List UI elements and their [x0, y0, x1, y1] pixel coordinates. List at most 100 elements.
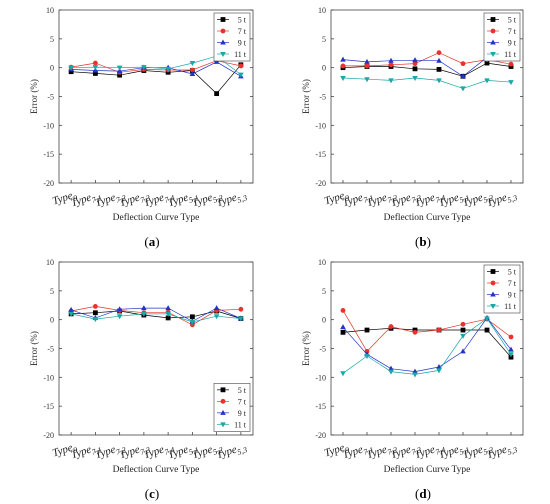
- data-point: [484, 316, 490, 322]
- data-point: [92, 317, 99, 323]
- series-line: [342, 62, 512, 77]
- legend-swatch-marker: [490, 269, 496, 274]
- y-tick-label: -15: [43, 402, 54, 411]
- data-point: [340, 324, 346, 330]
- data-point: [508, 80, 514, 86]
- data-point: [388, 57, 394, 63]
- y-tick-label: 10: [318, 6, 326, 15]
- x-tick-label: Type5,3: [485, 440, 518, 463]
- series-line: [342, 317, 512, 372]
- data-point: [68, 69, 74, 75]
- data-point: [189, 61, 196, 67]
- data-point: [508, 346, 514, 352]
- panel-caption: (a): [144, 234, 159, 249]
- legend-label: 5 t: [508, 16, 517, 25]
- legend-label: 5 t: [238, 16, 247, 25]
- data-point: [412, 329, 418, 335]
- data-point: [189, 71, 196, 77]
- panel-a: -20-15-10-50510Type9Type7,1Type7,2Type7,…: [29, 6, 254, 249]
- data-point: [508, 352, 514, 358]
- data-point: [508, 334, 514, 340]
- data-point: [68, 65, 74, 71]
- series-line: [342, 310, 512, 352]
- series-line: [71, 313, 241, 323]
- legend-box: [483, 264, 521, 314]
- data-point: [436, 368, 442, 374]
- x-axis-label: Deflection Curve Type: [113, 212, 200, 223]
- legend-swatch-marker: [490, 28, 496, 34]
- y-tick-label: 5: [50, 35, 54, 44]
- data-point: [116, 314, 123, 320]
- data-point: [165, 315, 171, 321]
- data-point: [238, 306, 244, 312]
- legend-swatch-marker: [490, 39, 496, 45]
- data-point: [436, 363, 442, 369]
- data-point: [412, 57, 418, 63]
- y-tick-label: 0: [50, 316, 54, 325]
- data-point: [92, 304, 98, 309]
- data-point: [388, 369, 394, 375]
- data-point: [165, 305, 171, 311]
- y-tick-label: 0: [322, 316, 326, 325]
- data-point: [460, 327, 466, 333]
- legend-box: [213, 383, 251, 432]
- data-point: [436, 50, 442, 56]
- data-point: [92, 310, 98, 316]
- y-tick-label: -15: [315, 402, 326, 411]
- x-axis-label: Deflection Curve Type: [113, 464, 200, 475]
- data-point: [116, 65, 123, 71]
- data-point: [436, 66, 442, 72]
- y-tick-label: -10: [315, 121, 326, 130]
- series-line: [342, 50, 512, 77]
- data-point: [364, 327, 370, 333]
- legend: 5 t 7 t 9 t 11 t: [483, 264, 521, 314]
- data-point: [388, 78, 394, 84]
- legend-swatch-marker: [490, 52, 496, 57]
- y-tick-label: -5: [319, 93, 326, 102]
- legend-swatch-marker: [490, 304, 496, 309]
- legend-swatch-marker: [220, 387, 226, 393]
- legend-label: 7 t: [508, 279, 517, 288]
- legend-swatch-marker: [220, 422, 226, 428]
- series-line: [71, 310, 242, 319]
- legend-label: 11 t: [504, 50, 517, 59]
- legend-swatch-marker: [220, 28, 226, 34]
- data-point: [213, 314, 220, 320]
- legend-swatch-marker: [490, 17, 496, 22]
- data-point: [460, 61, 466, 67]
- y-tick-label: -5: [47, 345, 54, 354]
- data-point: [117, 72, 123, 78]
- legend-label: 5 t: [238, 386, 247, 395]
- panel-c: -20-15-10-50510Type9Type7,1Type7,2Type7,…: [29, 258, 254, 501]
- legend-label: 11 t: [234, 50, 247, 59]
- data-point: [484, 327, 490, 333]
- y-tick-label: -5: [319, 345, 326, 354]
- legend-swatch-marker: [490, 280, 496, 286]
- data-point: [92, 60, 98, 66]
- data-point: [388, 324, 394, 329]
- x-tick-label: Type5,3: [215, 188, 248, 211]
- data-point: [189, 67, 195, 73]
- x-axis-label: Deflection Curve Type: [384, 212, 471, 223]
- y-tick-label: 0: [322, 64, 326, 73]
- data-point: [508, 61, 514, 67]
- y-tick-label: -15: [315, 150, 326, 159]
- data-point: [460, 86, 466, 92]
- data-point: [214, 91, 220, 97]
- y-tick-label: -10: [315, 373, 326, 382]
- data-point: [436, 57, 442, 63]
- data-point: [412, 368, 418, 374]
- y-tick-label: 0: [50, 64, 54, 73]
- data-point: [141, 65, 147, 71]
- panel-caption: (b): [415, 234, 431, 249]
- data-point: [340, 308, 346, 313]
- series-line: [70, 307, 242, 322]
- data-point: [116, 306, 123, 312]
- legend-label: 9 t: [508, 39, 517, 48]
- data-point: [340, 63, 346, 69]
- data-point: [484, 78, 490, 84]
- legend-label: 9 t: [238, 39, 247, 48]
- data-point: [364, 58, 370, 64]
- legend-label: 7 t: [238, 397, 247, 406]
- legend-swatch-marker: [220, 52, 226, 57]
